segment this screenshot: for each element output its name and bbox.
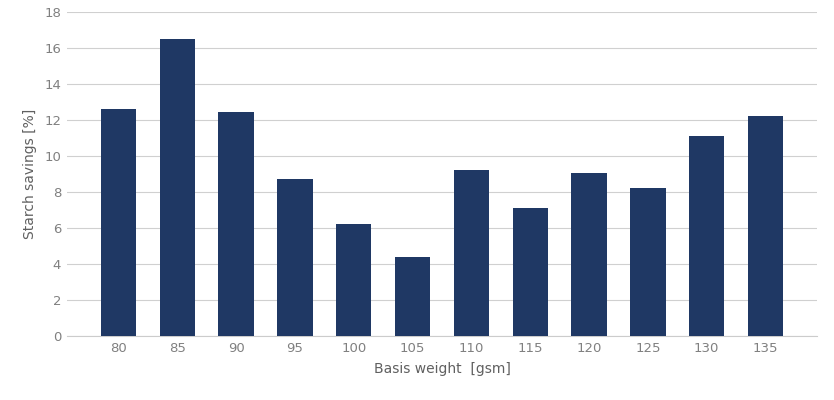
Bar — [219, 112, 254, 336]
Bar — [631, 188, 666, 336]
Bar — [571, 173, 606, 336]
X-axis label: Basis weight  [gsm]: Basis weight [gsm] — [374, 362, 510, 376]
Bar — [278, 178, 313, 336]
Bar — [748, 116, 783, 336]
Bar — [454, 170, 489, 336]
Y-axis label: Starch savings [%]: Starch savings [%] — [23, 109, 38, 239]
Bar — [689, 136, 725, 336]
Bar — [395, 257, 430, 336]
Bar — [336, 224, 371, 336]
Bar — [513, 208, 548, 336]
Bar — [101, 109, 136, 336]
Bar — [159, 39, 195, 336]
